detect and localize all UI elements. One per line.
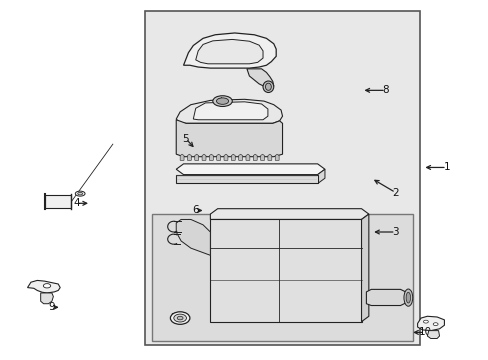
Polygon shape	[176, 120, 282, 157]
Polygon shape	[176, 99, 282, 123]
Polygon shape	[202, 154, 205, 160]
Ellipse shape	[216, 98, 228, 104]
Polygon shape	[427, 330, 439, 338]
Text: 1: 1	[443, 162, 449, 172]
Ellipse shape	[177, 316, 183, 320]
Polygon shape	[417, 316, 444, 330]
Polygon shape	[209, 154, 213, 160]
Text: 5: 5	[183, 134, 189, 144]
Text: 10: 10	[418, 327, 430, 337]
Ellipse shape	[406, 292, 410, 303]
Polygon shape	[193, 102, 267, 120]
Polygon shape	[183, 33, 276, 68]
Text: 7: 7	[170, 313, 177, 323]
Ellipse shape	[173, 314, 186, 322]
Polygon shape	[246, 69, 273, 87]
FancyBboxPatch shape	[152, 214, 412, 341]
Polygon shape	[176, 220, 210, 255]
Polygon shape	[194, 154, 198, 160]
Ellipse shape	[263, 81, 273, 93]
Ellipse shape	[78, 192, 82, 195]
Polygon shape	[253, 154, 257, 160]
Ellipse shape	[43, 284, 51, 288]
Polygon shape	[275, 154, 279, 160]
Ellipse shape	[432, 323, 437, 325]
Polygon shape	[176, 164, 325, 175]
Text: 3: 3	[391, 227, 398, 237]
Polygon shape	[27, 280, 60, 293]
FancyBboxPatch shape	[176, 175, 317, 183]
Text: 6: 6	[192, 206, 199, 216]
Ellipse shape	[218, 98, 223, 100]
Polygon shape	[195, 40, 263, 64]
Polygon shape	[180, 154, 183, 160]
Polygon shape	[317, 169, 325, 184]
Ellipse shape	[403, 289, 412, 306]
Polygon shape	[238, 154, 242, 160]
Polygon shape	[224, 154, 227, 160]
Ellipse shape	[75, 191, 85, 196]
FancyBboxPatch shape	[144, 12, 419, 345]
Text: 9: 9	[48, 302, 55, 312]
Polygon shape	[41, 293, 53, 304]
FancyBboxPatch shape	[210, 220, 361, 321]
Text: 2: 2	[391, 188, 398, 198]
Ellipse shape	[423, 320, 427, 323]
Polygon shape	[216, 154, 220, 160]
Polygon shape	[245, 154, 249, 160]
Polygon shape	[231, 154, 235, 160]
Polygon shape	[187, 154, 191, 160]
Ellipse shape	[212, 96, 232, 107]
Text: 4: 4	[73, 198, 80, 208]
Ellipse shape	[170, 312, 189, 324]
Polygon shape	[267, 154, 271, 160]
Polygon shape	[366, 289, 407, 306]
FancyBboxPatch shape	[44, 195, 71, 208]
Polygon shape	[260, 154, 264, 160]
Text: 8: 8	[382, 85, 388, 95]
Polygon shape	[210, 209, 368, 220]
Ellipse shape	[215, 97, 226, 102]
Polygon shape	[361, 214, 368, 321]
Ellipse shape	[265, 83, 271, 90]
